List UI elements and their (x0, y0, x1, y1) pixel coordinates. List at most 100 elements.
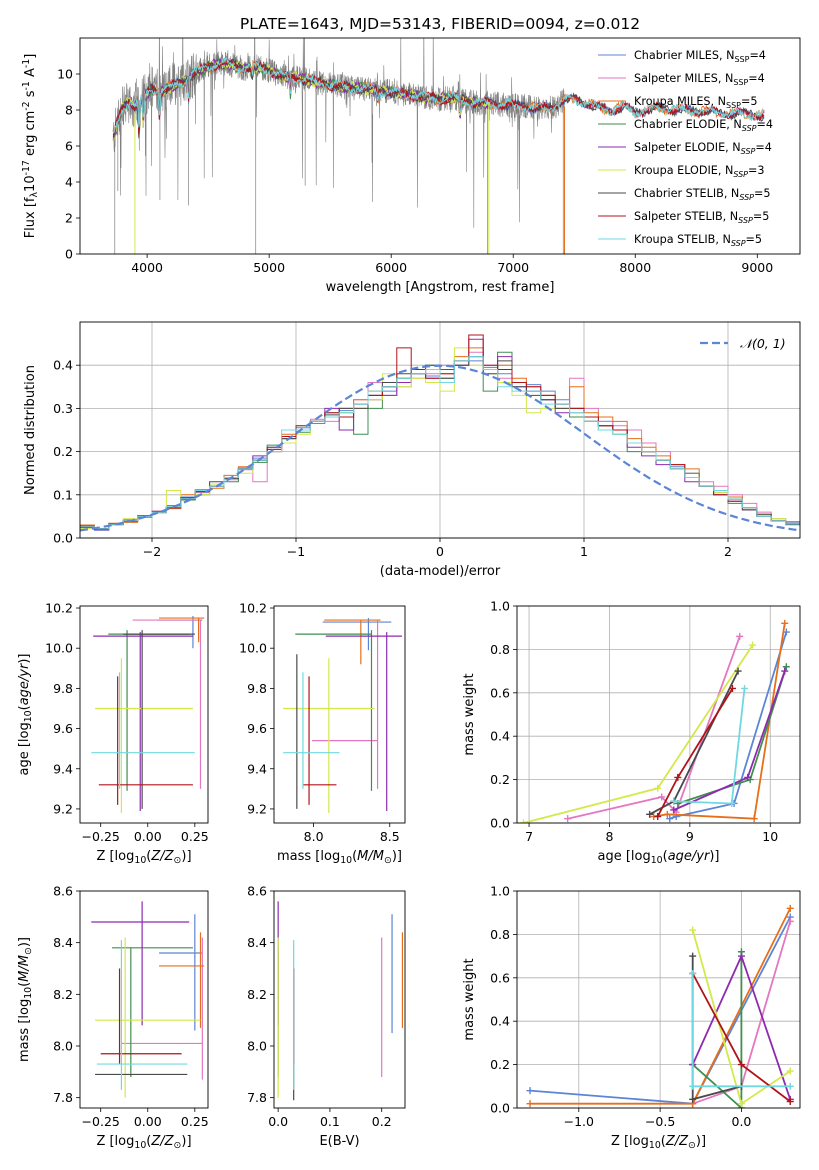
label-part: -17 (21, 160, 32, 175)
y-tick-label: 9.8 (53, 681, 73, 696)
label-part: ⊙ (688, 1140, 696, 1151)
x-tick-label: 0.1 (320, 1114, 340, 1129)
x-tick-label: −1 (287, 544, 305, 559)
label-part: mass [log (277, 849, 340, 864)
x-tick-label: 10 (762, 829, 778, 844)
y-tick-label: 8.6 (247, 884, 267, 899)
label-part: 10 (340, 855, 352, 866)
x-tick-label: 1 (580, 544, 588, 559)
x-tick-label: 0.2 (372, 1114, 392, 1129)
label-part: λ (29, 191, 40, 197)
label-part: ⊙ (174, 1140, 182, 1151)
plot-area-age_vs_Z (91, 616, 205, 813)
y-tick-label: 10.0 (239, 641, 267, 656)
y-tick-label: 7.8 (53, 1090, 73, 1105)
legend-tail: =5 (753, 210, 770, 223)
y-tick-label: 0 (65, 247, 73, 262)
y-tick-label: 0.4 (53, 358, 73, 373)
label-part: age/yr (668, 849, 711, 864)
y-tick-label: 8.2 (247, 987, 267, 1002)
y-tick-label: 2 (65, 211, 73, 226)
legend-tail: =4 (755, 141, 772, 154)
legend-text: Kroupa MILES, N (634, 95, 726, 108)
y-tick-label: 9.4 (53, 761, 73, 776)
legend: Chabrier MILES, N SSP =4 Salpeter MILES, NS… (598, 49, 773, 248)
y-tick-label: 9.2 (53, 801, 73, 816)
label-part: )] (181, 849, 191, 864)
legend-text: Chabrier MILES, N (634, 49, 734, 62)
x-tick-label: −0.25 (82, 1114, 120, 1129)
legend-label: Salpeter ELODIE, NSSP=4 (634, 141, 772, 156)
legend-label: Chabrier ELODIE, NSSP=4 (634, 118, 773, 133)
label-part: ( (17, 982, 32, 987)
y-tick-label: 8.4 (247, 935, 267, 950)
y-tick-label: 0.8 (490, 642, 510, 657)
y-tick-label: 10.2 (45, 601, 73, 616)
x-tick-label: 8.5 (380, 829, 400, 844)
weight-point (689, 952, 697, 960)
y-tick-label: 10 (57, 67, 73, 82)
y-tick-label: 8.2 (53, 987, 73, 1002)
y-axis-label: age [log10(age/yr)] (17, 653, 34, 775)
y-axis-label: mass [log10(M/M⊙)] (17, 937, 34, 1062)
x-tick-label: −2 (143, 544, 161, 559)
legend-sub: SSP (739, 193, 754, 202)
axes-frame (79, 890, 209, 1109)
panel-age_vs_Z: −0.25 0.00 0.259.29.49.69.810.010.2Z [log1… (17, 601, 209, 866)
label-part: ( (661, 1134, 666, 1149)
x-tick-label: 0.25 (181, 829, 209, 844)
x-tick-label: 8000 (619, 260, 651, 275)
legend-label: 𝒩(0, 1) (740, 336, 786, 351)
legend-text: Chabrier STELIB, N (634, 187, 739, 200)
label-part: Normed distribution (23, 365, 38, 495)
legend-label: Salpeter MILES, NSSP=4 (634, 72, 765, 87)
label-part: Flux [f (23, 197, 38, 238)
weight-point (658, 793, 666, 801)
label-part: Z [log (96, 849, 134, 864)
weight-point (749, 641, 757, 649)
x-axis-label: (data-model)/error (380, 564, 501, 579)
weight-point (786, 917, 794, 925)
y-tick-label: 9.6 (247, 721, 267, 736)
x-tick-label: 6000 (375, 260, 407, 275)
legend-label: Kroupa ELODIE, NSSP=3 (634, 164, 765, 179)
y-axis-label: Normed distribution (23, 365, 38, 495)
y-tick-label: 7.8 (247, 1090, 267, 1105)
label-part: 10 (134, 1140, 146, 1151)
panel-mass_vs_Z: −0.25 0.00 0.257.88.08.28.48.6Z [log10(Z/Z… (17, 884, 209, 1152)
y-tick-label: 8.4 (53, 935, 73, 950)
label-part: age [log (597, 849, 650, 864)
label-part: age [log (17, 722, 32, 775)
x-tick-label: 0.00 (134, 829, 162, 844)
label-part: mass weight (462, 673, 477, 755)
label-part: )] (17, 937, 32, 947)
weight-point (781, 667, 789, 675)
weight-point (646, 810, 654, 818)
weight-point (526, 1087, 534, 1095)
y-tick-label: 10.0 (45, 641, 73, 656)
legend-tail: =4 (749, 49, 766, 62)
weight-point (782, 663, 790, 671)
label-part: 10 (134, 855, 146, 866)
x-tick-label: 7000 (497, 260, 529, 275)
y-tick-label: 0.0 (53, 531, 73, 546)
weight-point (750, 815, 758, 823)
label-part: ( (663, 849, 668, 864)
axes-frame (273, 890, 406, 1109)
axes-frame (79, 321, 801, 539)
weight-point (670, 806, 678, 814)
y-tick-label: 0.0 (490, 816, 510, 831)
plot-area-mass_vs_Z (91, 901, 205, 1098)
legend-text: Salpeter ELODIE, N (634, 141, 741, 154)
label-part: mass [log (17, 999, 32, 1062)
y-tick-label: 0.6 (490, 970, 510, 985)
label-part: mass weight (462, 958, 477, 1040)
label-part: -1 (21, 81, 32, 90)
axes-frame (516, 890, 801, 1109)
label-part: ⊙ (174, 855, 182, 866)
label-part: ⊙ (384, 855, 392, 866)
y-tick-label: 0.2 (53, 444, 73, 459)
weight-point (741, 684, 749, 692)
legend-tail: =3 (748, 164, 765, 177)
panel-spectrum: 4000 5000 6000 7000 8000 9000 0 2 4 6 8 10 wavelengt… (21, 37, 801, 295)
